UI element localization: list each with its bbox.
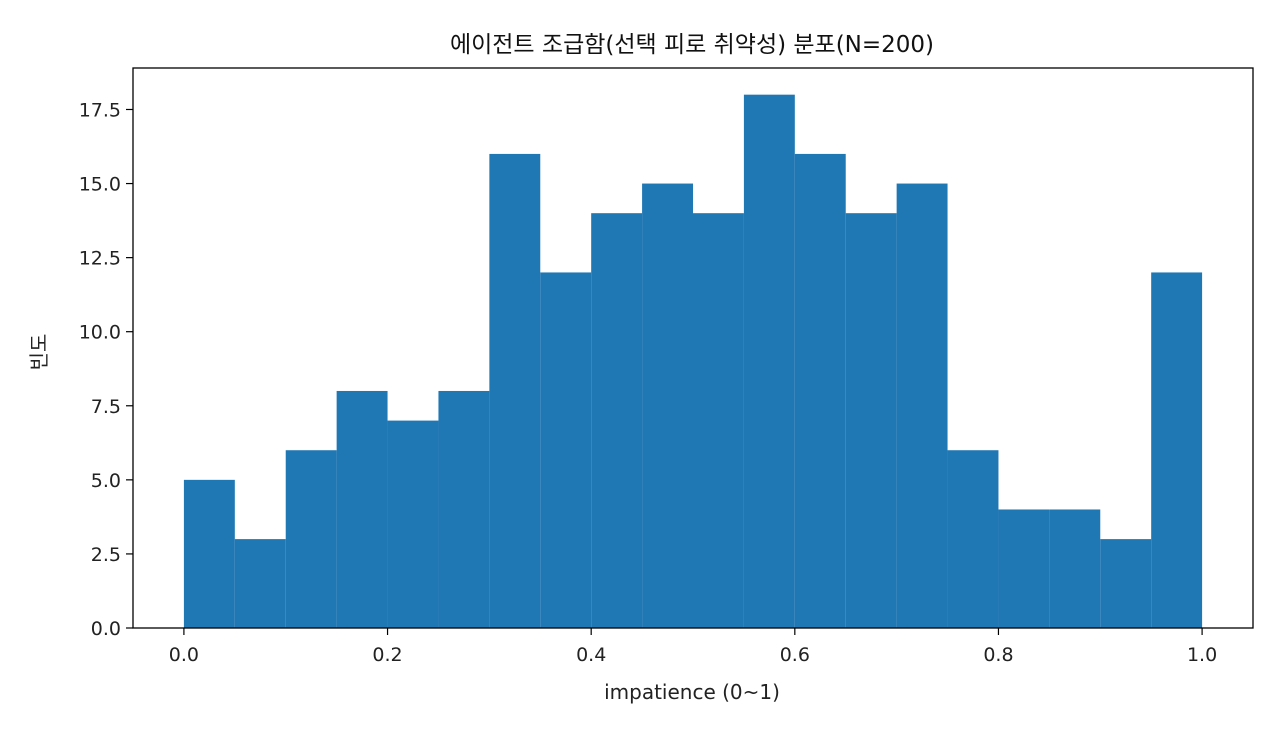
y-tick-label: 10.0 — [79, 322, 121, 344]
histogram-bar — [845, 213, 897, 628]
y-tick-label: 0.0 — [91, 618, 121, 640]
chart-title: 에이전트 조급함(선택 피로 취약성) 분포(N=200) — [450, 32, 934, 58]
histogram-bar — [693, 213, 744, 628]
x-tick-label: 0.8 — [983, 644, 1013, 666]
y-tick-label: 15.0 — [79, 174, 121, 196]
x-tick-label: 1.0 — [1187, 644, 1217, 666]
y-tick-label: 2.5 — [91, 544, 121, 566]
y-axis-ticks: 0.0 2.5 5.0 7.5 10.0 12.5 15.0 17.5 — [79, 99, 133, 640]
y-tick-label: 5.0 — [91, 470, 121, 492]
x-axis-label: impatience (0~1) — [604, 680, 780, 704]
histogram-bar — [234, 539, 286, 628]
histogram-bar — [743, 94, 795, 628]
x-tick-label: 0.2 — [372, 644, 402, 666]
y-axis-label: 빈도 — [27, 334, 51, 371]
x-tick-label: 0.4 — [576, 644, 606, 666]
y-tick-label: 7.5 — [91, 396, 121, 418]
y-tick-label: 17.5 — [79, 99, 121, 121]
histogram-bar — [947, 450, 999, 628]
histogram-bar — [998, 509, 1050, 628]
bars-group — [183, 94, 1203, 629]
histogram-bar — [489, 153, 541, 629]
histogram-bar — [642, 183, 693, 629]
histogram-bar — [438, 390, 490, 628]
histogram-bar — [1049, 509, 1101, 628]
plot-frame — [132, 67, 1254, 629]
histogram-bar — [591, 213, 643, 628]
x-tick-label: 0.0 — [169, 644, 199, 666]
y-tick-label: 12.5 — [79, 248, 121, 270]
histogram-bar — [183, 479, 235, 628]
histogram-bar — [336, 390, 388, 628]
histogram-bar — [896, 183, 948, 629]
histogram-bar — [387, 420, 439, 628]
histogram-bar — [1100, 539, 1152, 628]
histogram-bar — [1151, 272, 1203, 628]
histogram-bar — [285, 450, 337, 628]
x-axis-ticks: 0.0 0.2 0.4 0.6 0.8 1.0 — [169, 628, 1217, 666]
histogram-bar — [794, 153, 846, 629]
histogram-bar — [540, 272, 592, 628]
x-tick-label: 0.6 — [780, 644, 810, 666]
